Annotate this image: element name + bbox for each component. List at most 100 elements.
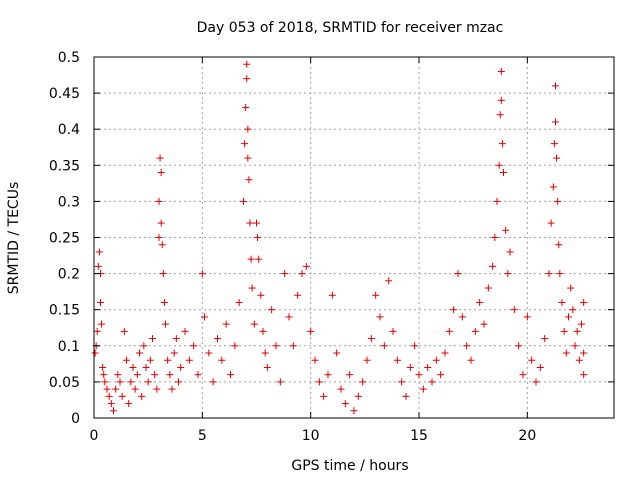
data-point [93,327,101,335]
y-tick-label: 0.25 [49,231,80,247]
y-tick-label: 0.2 [58,267,80,283]
data-point [367,335,375,343]
data-point [261,349,269,357]
data-point [245,176,253,184]
data-point [337,385,345,393]
data-point [359,378,367,386]
data-point [341,400,349,408]
data-point [328,291,336,299]
data-point [385,277,393,285]
data-point [580,298,588,306]
data-point [419,385,427,393]
data-point [164,356,172,364]
data-point [575,356,583,364]
data-point [398,378,406,386]
y-tick-label: 0.15 [49,303,80,319]
axis-ticks [93,56,614,419]
data-point [268,306,276,314]
data-point [393,356,401,364]
data-point [248,284,256,292]
x-tick-label: 5 [198,428,207,444]
data-point [320,392,328,400]
data-point [255,255,263,263]
data-point [91,349,99,357]
x-tick-label: 0 [90,428,99,444]
data-point [389,327,397,335]
data-point [155,197,163,205]
data-point [98,320,106,328]
data-point [372,291,380,299]
data-point [565,313,572,321]
y-tick-label: 0.45 [49,86,80,102]
y-tick-label: 0.05 [49,375,80,391]
y-tick-label: 0.1 [58,339,80,355]
x-tick-label: 20 [518,428,536,444]
data-point [298,270,306,278]
data-point [502,226,510,234]
data-point [580,349,588,357]
x-axis-title: GPS time / hours [291,458,408,474]
data-point [558,298,566,306]
data-point [554,197,562,205]
data-point [127,378,135,386]
data-point [441,349,449,357]
data-point [144,378,152,386]
data-point [556,270,564,278]
data-point [244,154,252,162]
data-point [376,313,384,321]
data-point [227,371,234,379]
data-point [411,342,419,350]
data-point [170,349,178,357]
data-point [103,385,111,393]
data-point [159,270,167,278]
data-point [294,291,302,299]
y-tick-label: 0.3 [58,194,80,210]
y-tick-label: 0.5 [58,50,80,66]
data-point [190,342,198,350]
data-point [166,371,174,379]
chart-title: Day 053 of 2018, SRMTID for receiver mza… [197,20,504,36]
x-axis-tick-labels: 0 5 10 15 20 [90,428,537,444]
data-point [118,392,126,400]
data-point [424,363,432,371]
data-point [160,298,168,306]
data-point [218,356,226,364]
data-point [333,349,341,357]
data-point [120,327,128,335]
data-point [110,407,117,415]
data-point [445,327,453,335]
data-point [101,378,109,386]
data-point [138,392,146,400]
data-point [315,378,323,386]
data-point [476,298,484,306]
data-point [506,248,514,256]
data-point [497,67,505,75]
data-point [415,371,423,379]
data-point [263,363,271,371]
data-point [547,219,555,227]
data-point [276,378,284,386]
data-point [235,298,243,306]
data-point [272,342,280,350]
data-point [450,306,458,314]
data-point [157,169,165,177]
data-point [243,60,251,68]
data-point [346,371,354,379]
data-point [541,335,549,343]
data-point [480,320,488,328]
data-point [567,284,575,292]
data-point [149,335,156,343]
data-point [222,320,230,328]
data-point [354,392,362,400]
data-point [146,356,154,364]
gridlines [94,57,614,418]
data-point [254,234,262,241]
data-point [532,378,540,386]
data-point [125,400,133,408]
data-point [504,270,512,278]
data-point [151,371,159,379]
data-point [552,118,559,126]
data-point [177,363,185,371]
data-point [553,154,561,162]
